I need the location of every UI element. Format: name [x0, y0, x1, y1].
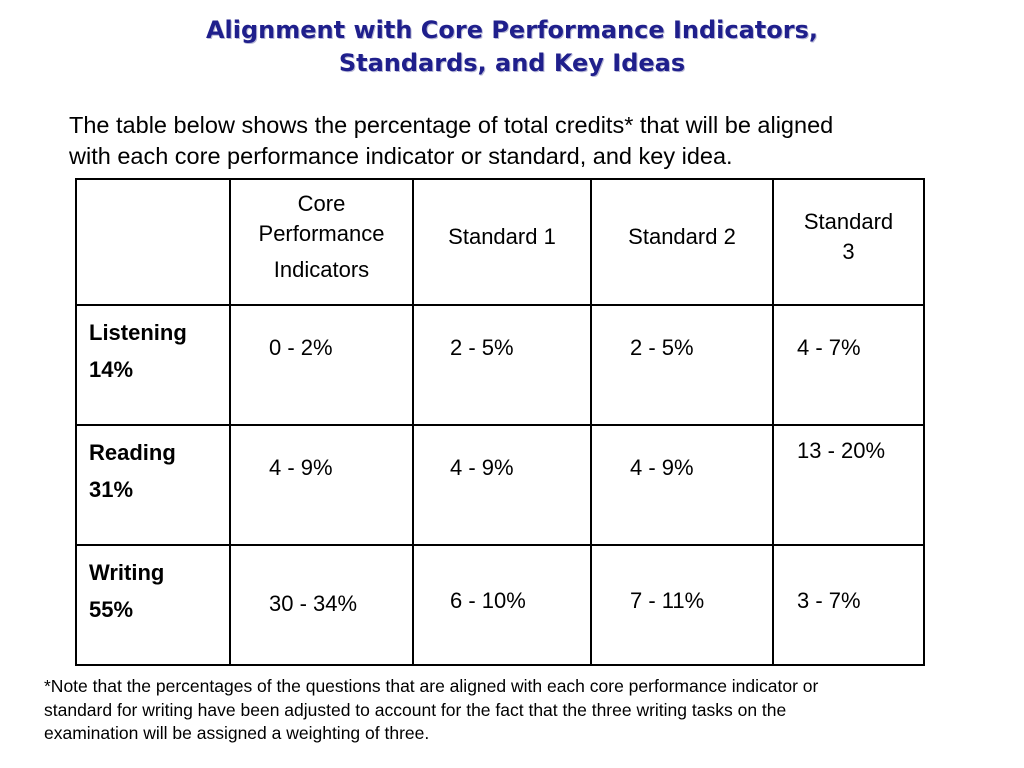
intro-line-2: with each core performance indicator or … [69, 143, 733, 169]
cell-value: 4 - 9% [269, 455, 333, 481]
table-cell: 3 - 7% [772, 544, 925, 666]
footnote-line-1: *Note that the percentages of the questi… [44, 676, 819, 696]
table-row: Writing 55% 30 - 34% 6 - 10% 7 - 11% 3 -… [75, 544, 925, 666]
cell-value: 3 - 7% [797, 588, 861, 614]
table-cell: 13 - 20% [772, 424, 925, 547]
header-cell-standard-3: Standard 3 [772, 177, 925, 307]
cell-value: 30 - 34% [269, 591, 358, 617]
header-standard-3-line-2: 3 [842, 238, 855, 264]
table-row: Reading 31% 4 - 9% 4 - 9% 4 - 9% 13 - 20… [75, 424, 925, 547]
header-cell-core-indicators: Core Performance Indicators [229, 177, 414, 307]
table-cell: 4 - 9% [229, 424, 414, 547]
row-label: Writing [89, 560, 165, 586]
cell-value: 13 - 20% [797, 438, 886, 464]
slide-title-line-2: Standards, and Key Ideas [338, 49, 686, 77]
table-row: Listening 14% 0 - 2% 2 - 5% 2 - 5% 4 - 7… [75, 304, 925, 427]
slide-title-line-1: Alignment with Core Performance Indicato… [205, 16, 819, 44]
cell-value: 4 - 9% [450, 455, 514, 481]
row-label: Reading [89, 440, 176, 466]
header-standard-1-label: Standard 1 [448, 223, 556, 249]
header-core-line-3: Indicators [273, 256, 370, 282]
table-cell: 7 - 11% [590, 544, 774, 666]
table-header-row: Core Performance Indicators Standard 1 S… [75, 177, 925, 307]
footnote-line-3: examination will be assigned a weighting… [44, 723, 430, 743]
header-core-line-1: Core [297, 190, 346, 216]
header-standard-2-label: Standard 2 [628, 223, 736, 249]
header-cell-standard-2: Standard 2 [590, 177, 774, 307]
alignment-table: Core Performance Indicators Standard 1 S… [75, 177, 925, 666]
footnote: *Note that the percentages of the questi… [44, 675, 989, 746]
intro-paragraph: The table below shows the percentage of … [69, 110, 969, 172]
row-total: 14% [89, 357, 134, 383]
table-cell: 2 - 5% [590, 304, 774, 427]
row-label-cell: Reading 31% [75, 424, 231, 547]
table-cell: 2 - 5% [412, 304, 592, 427]
slide-title: Alignment with Core Performance Indicato… [0, 14, 1024, 80]
row-label: Listening [89, 320, 187, 346]
table-cell: 30 - 34% [229, 544, 414, 666]
row-label-cell: Writing 55% [75, 544, 231, 666]
cell-value: 7 - 11% [630, 588, 705, 614]
cell-value: 2 - 5% [630, 335, 694, 361]
cell-value: 0 - 2% [269, 335, 333, 361]
cell-value: 2 - 5% [450, 335, 514, 361]
header-cell-empty [75, 177, 231, 307]
table-cell: 4 - 7% [772, 304, 925, 427]
footnote-line-2: standard for writing have been adjusted … [44, 699, 787, 720]
table-cell: 4 - 9% [412, 424, 592, 547]
table-cell: 6 - 10% [412, 544, 592, 666]
header-cell-standard-1: Standard 1 [412, 177, 592, 307]
cell-value: 4 - 7% [797, 335, 861, 361]
table-cell: 0 - 2% [229, 304, 414, 427]
cell-value: 6 - 10% [450, 588, 526, 614]
intro-line-1: The table below shows the percentage of … [69, 112, 834, 138]
row-label-cell: Listening 14% [75, 304, 231, 427]
header-core-line-2: Performance [258, 220, 385, 246]
row-total: 55% [89, 597, 134, 623]
cell-value: 4 - 9% [630, 455, 694, 481]
table-cell: 4 - 9% [590, 424, 774, 547]
header-standard-3-line-1: Standard [803, 208, 894, 234]
row-total: 31% [89, 477, 134, 503]
